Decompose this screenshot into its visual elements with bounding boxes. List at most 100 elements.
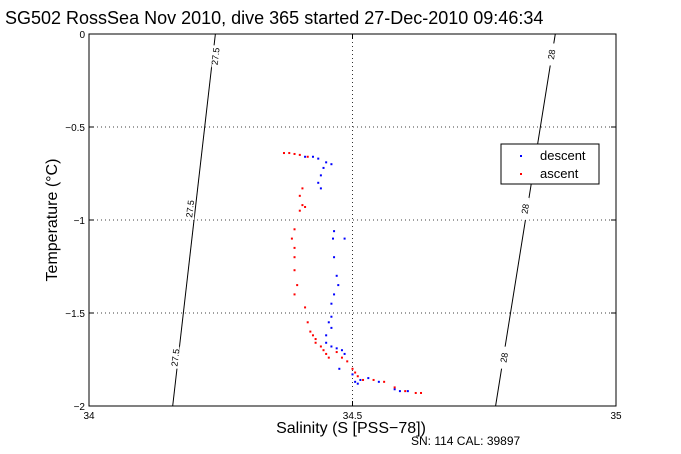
ascent-point — [301, 187, 304, 190]
descent-point — [333, 230, 336, 233]
ascent-point — [293, 269, 296, 272]
density-contours: 27.5 27.5 27.5 28 28 28 — [169, 33, 557, 407]
descent-point — [351, 373, 354, 376]
ascent-point — [311, 334, 314, 337]
x-tick-label: 35 — [610, 411, 622, 422]
legend-marker-ascent — [520, 173, 522, 175]
ascent-point — [322, 349, 325, 352]
descent-point — [354, 380, 357, 383]
descent-point — [335, 347, 338, 350]
density-contour-line — [172, 33, 216, 407]
legend: descent ascent — [500, 143, 600, 185]
descent-point — [330, 326, 333, 329]
ascent-point — [298, 209, 301, 212]
descent-point — [319, 174, 322, 177]
ascent-point — [362, 378, 365, 381]
legend-box — [500, 143, 600, 185]
data-points — [282, 152, 423, 394]
descent-point — [322, 166, 325, 169]
descent-point — [330, 163, 333, 166]
ascent-point — [420, 391, 423, 394]
descent-point — [393, 388, 396, 391]
descent-point — [325, 161, 328, 164]
ascent-point — [372, 378, 375, 381]
descent-point — [304, 155, 307, 158]
density-contour-label: 27.5 — [169, 348, 181, 367]
contour-label-background — [547, 43, 556, 66]
descent-point — [356, 382, 359, 385]
descent-point — [406, 390, 409, 393]
axis-ticks: 34 34.5 35 0 −0.5 −1 −1.5 −2 — [65, 30, 622, 422]
x-tick-label: 34 — [83, 411, 95, 422]
y-tick-label: −2 — [74, 402, 86, 413]
ascent-point — [335, 351, 338, 354]
ascent-point — [414, 391, 417, 394]
contour-label-background — [521, 197, 530, 220]
descent-point — [333, 293, 336, 296]
descent-point — [337, 284, 340, 287]
legend-marker-descent — [520, 155, 522, 157]
descent-point — [317, 157, 320, 160]
ascent-point — [383, 380, 386, 383]
contour-label-background — [500, 346, 509, 369]
density-contour-label: 28 — [499, 352, 510, 363]
descent-point — [330, 345, 333, 348]
density-contour-label: 27.5 — [184, 200, 196, 219]
ascent-point — [306, 155, 309, 158]
serial-calibration-annotation: SN: 114 CAL: 39897 — [411, 434, 521, 448]
descent-point — [325, 341, 328, 344]
contour-label-background — [171, 346, 180, 369]
contour-label-background — [211, 45, 220, 68]
descent-point — [377, 380, 380, 383]
ascent-point — [288, 152, 291, 155]
ascent-point — [282, 152, 285, 155]
legend-label-ascent: ascent — [540, 166, 579, 181]
descent-point — [343, 237, 346, 240]
ascent-point — [393, 386, 396, 389]
grid-lines — [89, 34, 616, 406]
x-axis-label: Salinity (S [PSS−78]) — [276, 420, 426, 437]
descent-point — [330, 315, 333, 318]
chart-title: SG502 RossSea Nov 2010, dive 365 started… — [5, 8, 543, 28]
ascent-point — [325, 352, 328, 355]
ascent-point — [314, 341, 317, 344]
descent-point — [338, 367, 341, 370]
descent-point — [340, 349, 343, 352]
y-tick-label: 0 — [79, 30, 85, 41]
ascent-point — [319, 345, 322, 348]
descent-point — [317, 181, 320, 184]
ascent-point — [309, 330, 312, 333]
ascent-point — [354, 371, 357, 374]
y-tick-label: −1.5 — [65, 309, 85, 320]
ascent-point — [293, 256, 296, 259]
y-tick-label: −0.5 — [65, 123, 85, 134]
ascent-point — [290, 237, 293, 240]
descent-point — [359, 378, 362, 381]
ascent-point — [314, 338, 317, 341]
ascent-point — [340, 356, 343, 359]
ascent-point — [293, 152, 296, 155]
ascent-point — [293, 228, 296, 231]
ascent-point — [306, 321, 309, 324]
density-contour-label: 28 — [546, 49, 557, 60]
ascent-point — [298, 153, 301, 156]
ascent-point — [301, 204, 304, 207]
ascent-point — [356, 375, 359, 378]
descent-point — [319, 187, 322, 190]
descent-point — [343, 352, 346, 355]
ascent-point — [293, 293, 296, 296]
density-contour-label: 27.5 — [210, 47, 222, 66]
descent-point — [398, 390, 401, 393]
descent-point — [330, 302, 333, 305]
descent-point — [325, 334, 328, 337]
ascent-point — [304, 306, 307, 309]
descent-point — [333, 256, 336, 259]
descent-point — [332, 237, 335, 240]
density-contour-label: 28 — [520, 203, 531, 214]
density-contour-line — [495, 33, 556, 407]
ascent-point — [293, 246, 296, 249]
contour-label-background — [186, 197, 195, 220]
descent-point — [367, 377, 370, 380]
descent-point — [335, 274, 338, 277]
